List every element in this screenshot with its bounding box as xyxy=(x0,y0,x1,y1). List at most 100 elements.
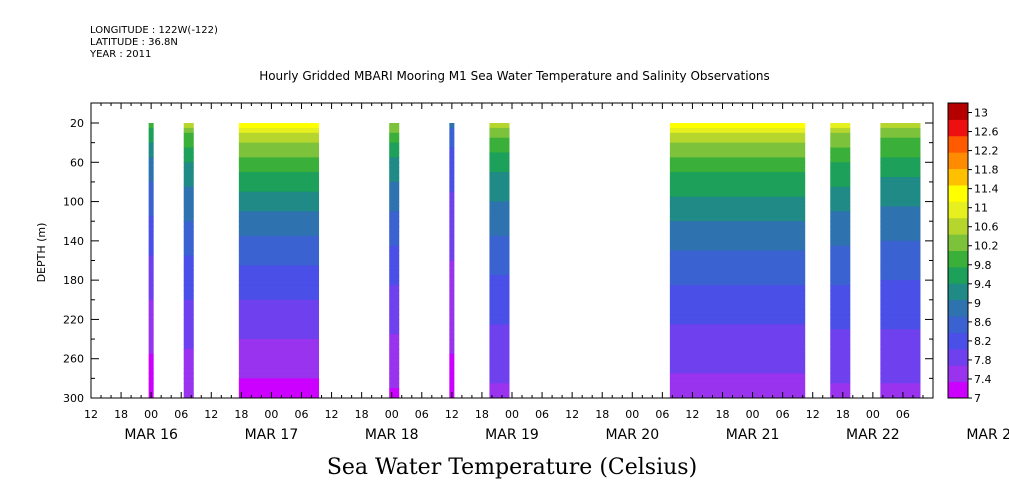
data-cell xyxy=(183,186,194,193)
x-hour-tick-label: 12 xyxy=(84,408,98,421)
data-cell xyxy=(389,265,400,271)
colorbar-label: 12.2 xyxy=(974,145,999,158)
data-cell xyxy=(238,388,320,394)
data-cell xyxy=(183,196,194,203)
data-cell xyxy=(880,348,921,355)
data-cell xyxy=(830,324,851,330)
data-cell xyxy=(880,373,921,379)
data-cell xyxy=(389,172,400,178)
data-cell xyxy=(830,226,851,232)
data-cell xyxy=(669,162,806,168)
data-cell xyxy=(238,191,320,198)
x-hour-tick-label: 06 xyxy=(174,408,188,421)
data-cell xyxy=(489,285,510,291)
data-cell xyxy=(238,334,320,340)
x-day-label: MAR 20 xyxy=(605,427,659,443)
data-cell xyxy=(148,132,154,139)
colorbar-swatch xyxy=(948,365,968,383)
data-cell xyxy=(669,221,806,227)
data-cell xyxy=(238,393,320,399)
data-cell xyxy=(389,157,400,163)
x-day-label: MAR 22 xyxy=(846,427,900,443)
data-cell xyxy=(830,221,851,227)
data-cell xyxy=(389,221,400,227)
data-cell xyxy=(830,368,851,374)
data-cell xyxy=(148,388,154,394)
data-cell xyxy=(880,157,921,163)
data-cell xyxy=(389,181,400,188)
data-cell xyxy=(449,270,455,276)
data-cell xyxy=(880,172,921,178)
data-cell xyxy=(489,240,510,247)
x-hour-tick-label: 12 xyxy=(565,408,579,421)
data-cell xyxy=(830,123,851,129)
data-cell xyxy=(148,339,154,345)
data-cell xyxy=(880,368,921,374)
data-cell xyxy=(880,270,921,276)
data-cell xyxy=(489,358,510,365)
data-cell xyxy=(489,162,510,168)
data-cell xyxy=(830,235,851,242)
data-cell xyxy=(148,191,154,198)
data-cell xyxy=(449,245,455,252)
data-cell xyxy=(148,201,154,207)
colorbar-label: 7 xyxy=(974,392,981,405)
data-cell xyxy=(449,378,455,384)
x-hour-tick-label: 00 xyxy=(625,408,639,421)
data-cell xyxy=(489,334,510,340)
x-hour-tick-label: 18 xyxy=(355,408,369,421)
data-cell xyxy=(238,132,320,139)
data-cell xyxy=(449,368,455,374)
data-cell xyxy=(389,186,400,193)
data-cell xyxy=(880,280,921,286)
x-hour-tick-label: 00 xyxy=(505,408,519,421)
data-segment-3 xyxy=(238,123,320,399)
data-cell xyxy=(669,319,806,325)
data-cell xyxy=(830,157,851,163)
data-cell xyxy=(148,383,154,389)
data-cell xyxy=(148,275,154,281)
data-cell xyxy=(830,285,851,291)
data-cell xyxy=(389,348,400,355)
data-cell xyxy=(880,378,921,384)
data-cell xyxy=(489,191,510,198)
data-cell xyxy=(669,334,806,340)
data-cell xyxy=(389,231,400,237)
data-cell xyxy=(148,240,154,247)
data-segment-6 xyxy=(489,123,510,399)
data-cell xyxy=(489,324,510,330)
data-cell xyxy=(489,137,510,144)
data-cell xyxy=(489,270,510,276)
data-cell xyxy=(183,299,194,306)
data-cell xyxy=(148,348,154,355)
data-cell xyxy=(830,378,851,384)
data-cell xyxy=(449,319,455,325)
data-cell xyxy=(489,383,510,389)
data-cell xyxy=(183,177,194,183)
data-cell xyxy=(183,157,194,163)
data-cell xyxy=(238,383,320,389)
data-cell xyxy=(830,289,851,296)
data-cell xyxy=(830,132,851,139)
data-cell xyxy=(669,206,806,212)
colorbar-swatch xyxy=(948,348,968,366)
data-cell xyxy=(489,299,510,306)
data-cell xyxy=(238,319,320,325)
data-cell xyxy=(880,191,921,198)
data-cell xyxy=(183,285,194,291)
data-cell xyxy=(449,329,455,335)
data-cell xyxy=(148,343,154,350)
data-cell xyxy=(489,245,510,252)
x-hour-tick-label: 00 xyxy=(385,408,399,421)
data-cell xyxy=(148,157,154,163)
data-cell xyxy=(880,299,921,306)
data-cell xyxy=(669,216,806,222)
data-cell xyxy=(238,211,320,217)
x-day-label: MAR 19 xyxy=(485,427,539,443)
x-hour-tick-label: 00 xyxy=(866,408,880,421)
data-cell xyxy=(880,334,921,340)
data-cell xyxy=(238,378,320,384)
colorbar-label: 11.8 xyxy=(974,164,999,177)
data-cell xyxy=(389,314,400,320)
y-tick-label: 300 xyxy=(63,392,84,405)
